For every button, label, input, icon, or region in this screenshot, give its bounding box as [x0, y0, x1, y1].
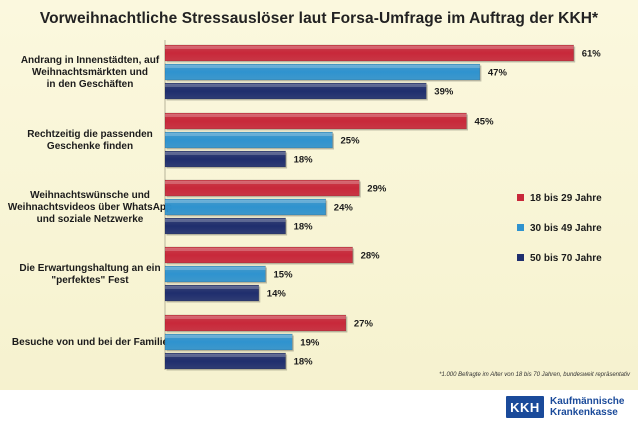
bar: [164, 265, 266, 283]
value-label: 29%: [367, 184, 387, 195]
legend-label: 30 bis 49 Jahre: [530, 223, 602, 234]
value-label: 14%: [267, 289, 287, 300]
bar: [164, 131, 333, 149]
value-label: 28%: [361, 251, 381, 262]
bar-highlight: [165, 219, 286, 222]
bar: [164, 246, 353, 264]
bar: [164, 314, 347, 332]
logo-line-1: Kaufmännische: [550, 396, 625, 407]
category-label: Rechtzeitig die passenden Geschenke finde…: [27, 129, 153, 152]
value-label: 18%: [294, 155, 314, 166]
legend-label: 50 bis 70 Jahre: [530, 253, 602, 264]
bar: [164, 44, 574, 62]
kkh-logo-mark: KKH: [506, 396, 544, 418]
bar: [164, 284, 260, 302]
chart-title: Vorweihnachtliche Stressauslöser laut Fo…: [39, 10, 599, 27]
value-label: 47%: [488, 68, 508, 79]
bar: [164, 179, 360, 197]
legend-label: 18 bis 29 Jahre: [530, 193, 602, 204]
category-label: Die Erwartungshaltung an ein "perfektes" …: [19, 263, 160, 286]
bar-highlight: [165, 200, 326, 203]
value-label: 18%: [294, 222, 314, 233]
bar: [164, 217, 286, 235]
bar-highlight: [165, 181, 360, 184]
bar: [164, 63, 481, 81]
value-label: 61%: [582, 49, 602, 60]
value-label: 18%: [294, 357, 314, 368]
bar-highlight: [165, 354, 286, 357]
bar-highlight: [165, 316, 346, 319]
value-label: 45%: [475, 117, 495, 128]
footnote: *1.000 Befragte im Alter von 18 bis 70 J…: [439, 372, 630, 378]
bar: [164, 333, 293, 351]
value-label: 24%: [334, 203, 354, 214]
legend-swatch: [517, 224, 524, 231]
bar: [164, 352, 286, 370]
logo-line-2: Krankenkasse: [550, 407, 618, 418]
bar: [164, 198, 327, 216]
legend-swatch: [517, 254, 524, 261]
category-label: Weihnachtswünsche und Weihnachtsvideos üb…: [8, 190, 172, 225]
value-label: 39%: [434, 87, 454, 98]
bar-highlight: [165, 133, 333, 136]
value-label: 15%: [274, 270, 294, 281]
value-label: 27%: [354, 319, 374, 330]
category-label: Besuche von und bei der Familie: [12, 337, 169, 348]
bar: [164, 82, 427, 100]
category-label: Andrang in Innenstädten, auf Weihnachtsmä…: [21, 55, 160, 90]
bar-highlight: [165, 114, 467, 117]
value-label: 25%: [341, 136, 361, 147]
kkh-logo: KKH Kaufmännische Krankenkasse: [506, 394, 624, 420]
bar-highlight: [165, 286, 259, 289]
bar-highlight: [165, 46, 574, 49]
bar-chart: Andrang in Innenstädten, auf Weihnachtsmä…: [8, 40, 602, 371]
bar-highlight: [165, 65, 480, 68]
bar-highlight: [165, 248, 353, 251]
bar-highlight: [165, 335, 293, 338]
value-label: 19%: [300, 338, 320, 349]
legend-swatch: [517, 194, 524, 201]
bar: [164, 112, 467, 130]
kkh-logo-text: Kaufmännische Krankenkasse: [550, 396, 624, 418]
bar-highlight: [165, 267, 266, 270]
bar: [164, 150, 286, 168]
bar-highlight: [165, 84, 427, 87]
bar-highlight: [165, 152, 286, 155]
